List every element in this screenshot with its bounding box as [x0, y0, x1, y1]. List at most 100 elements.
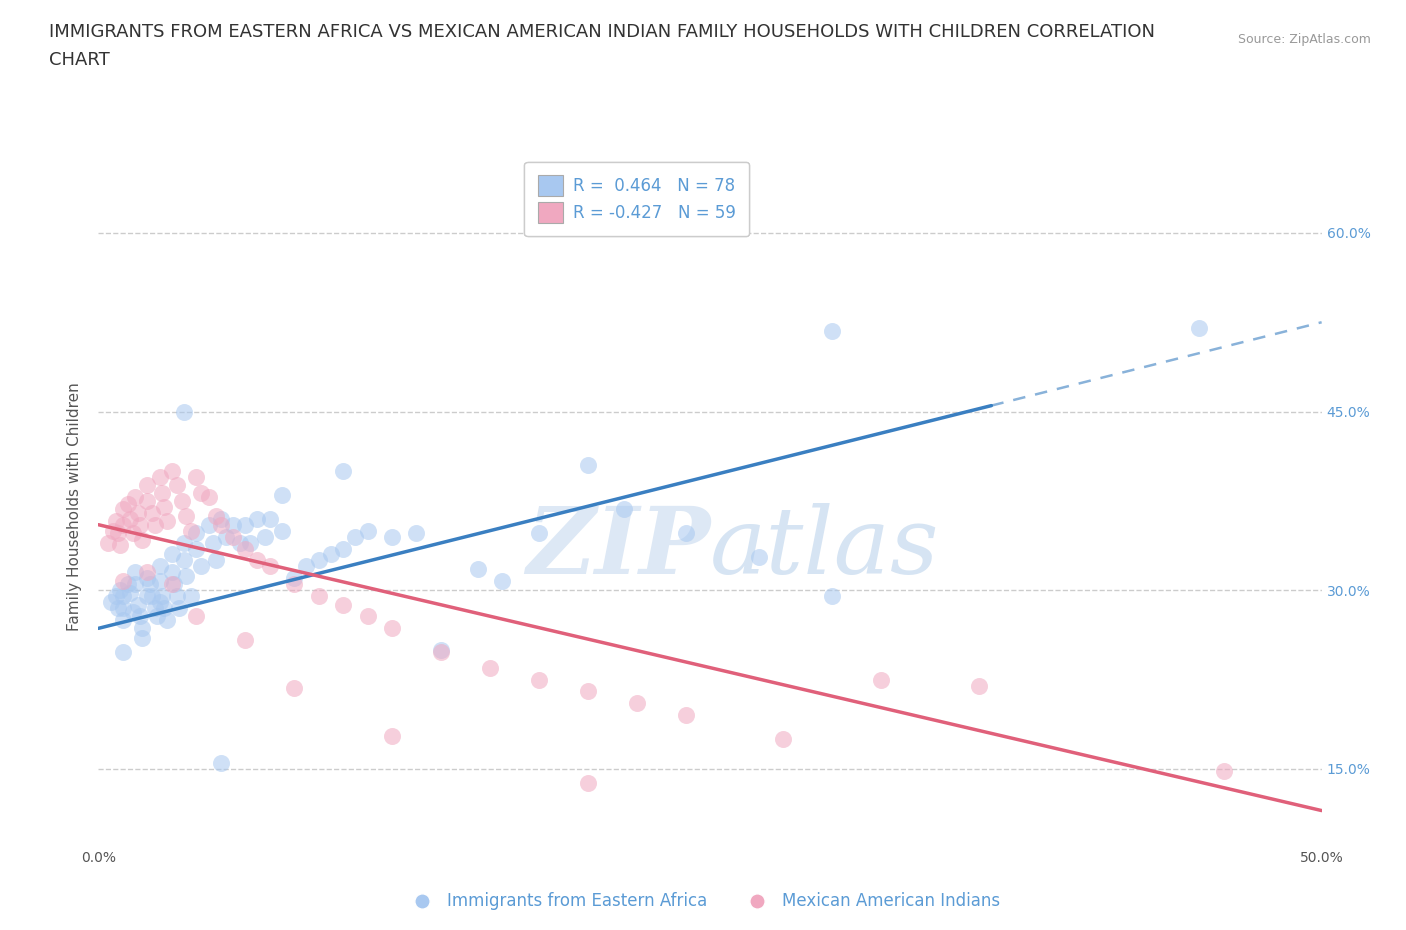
- Point: [772, 732, 794, 747]
- Point: [821, 323, 844, 338]
- Point: [156, 613, 179, 628]
- Point: [209, 755, 232, 770]
- Point: [344, 529, 367, 544]
- Point: [229, 535, 252, 550]
- Point: [222, 529, 245, 544]
- Point: [149, 594, 172, 609]
- Point: [214, 529, 236, 544]
- Point: [467, 562, 489, 577]
- Point: [156, 513, 179, 528]
- Point: [160, 577, 183, 591]
- Point: [107, 525, 129, 540]
- Point: [121, 604, 143, 619]
- Point: [110, 538, 132, 552]
- Point: [270, 524, 294, 538]
- Point: [124, 490, 146, 505]
- Point: [167, 601, 190, 616]
- Point: [143, 517, 166, 532]
- Point: [1212, 764, 1234, 778]
- Point: [870, 672, 893, 687]
- Point: [111, 517, 134, 532]
- Point: [136, 494, 159, 509]
- Point: [356, 609, 378, 624]
- Point: [527, 672, 550, 687]
- Point: [308, 553, 330, 568]
- Point: [136, 565, 159, 579]
- Point: [166, 589, 188, 604]
- Point: [117, 577, 139, 591]
- Point: [295, 559, 318, 574]
- Point: [319, 547, 342, 562]
- Point: [127, 505, 149, 520]
- Point: [110, 583, 132, 598]
- Point: [253, 529, 276, 544]
- Point: [478, 660, 501, 675]
- Text: ZIP: ZIP: [526, 502, 710, 592]
- Point: [233, 517, 256, 532]
- Point: [100, 594, 122, 609]
- Point: [222, 517, 245, 532]
- Point: [97, 535, 120, 550]
- Point: [176, 509, 198, 524]
- Point: [163, 577, 186, 591]
- Point: [205, 553, 228, 568]
- Point: [153, 499, 176, 514]
- Point: [129, 609, 152, 624]
- Point: [527, 525, 550, 540]
- Point: [170, 494, 193, 509]
- Point: [180, 524, 202, 538]
- Point: [259, 512, 281, 526]
- Point: [129, 517, 152, 532]
- Point: [332, 464, 354, 479]
- Point: [149, 470, 172, 485]
- Point: [283, 577, 305, 591]
- Point: [153, 601, 176, 616]
- Point: [104, 589, 127, 604]
- Point: [160, 565, 183, 579]
- Point: [120, 512, 142, 526]
- Point: [124, 565, 146, 579]
- Point: [197, 517, 219, 532]
- Point: [332, 541, 354, 556]
- Point: [748, 550, 770, 565]
- Point: [111, 613, 134, 628]
- Point: [430, 644, 453, 659]
- Point: [613, 502, 636, 517]
- Point: [259, 559, 281, 574]
- Point: [576, 776, 599, 790]
- Point: [209, 512, 232, 526]
- Point: [205, 509, 228, 524]
- Point: [149, 573, 172, 588]
- Point: [176, 568, 198, 583]
- Point: [111, 644, 134, 659]
- Point: [136, 589, 159, 604]
- Point: [675, 525, 697, 540]
- Point: [332, 597, 354, 612]
- Point: [186, 470, 208, 485]
- Point: [166, 478, 188, 493]
- Point: [186, 541, 208, 556]
- Point: [131, 631, 153, 645]
- Point: [626, 696, 648, 711]
- Point: [209, 517, 232, 532]
- Point: [576, 684, 599, 699]
- Point: [111, 601, 134, 616]
- Point: [141, 589, 163, 604]
- Point: [173, 405, 195, 419]
- Text: Source: ZipAtlas.com: Source: ZipAtlas.com: [1237, 33, 1371, 46]
- Point: [131, 621, 153, 636]
- Point: [283, 681, 305, 696]
- Point: [821, 589, 844, 604]
- Point: [111, 589, 134, 604]
- Point: [139, 577, 162, 591]
- Point: [124, 577, 146, 591]
- Point: [107, 601, 129, 616]
- Point: [405, 525, 427, 540]
- Y-axis label: Family Households with Children: Family Households with Children: [67, 382, 83, 631]
- Point: [160, 547, 183, 562]
- Point: [149, 559, 172, 574]
- Point: [1188, 321, 1211, 336]
- Point: [308, 589, 330, 604]
- Point: [146, 609, 169, 624]
- Point: [381, 621, 404, 636]
